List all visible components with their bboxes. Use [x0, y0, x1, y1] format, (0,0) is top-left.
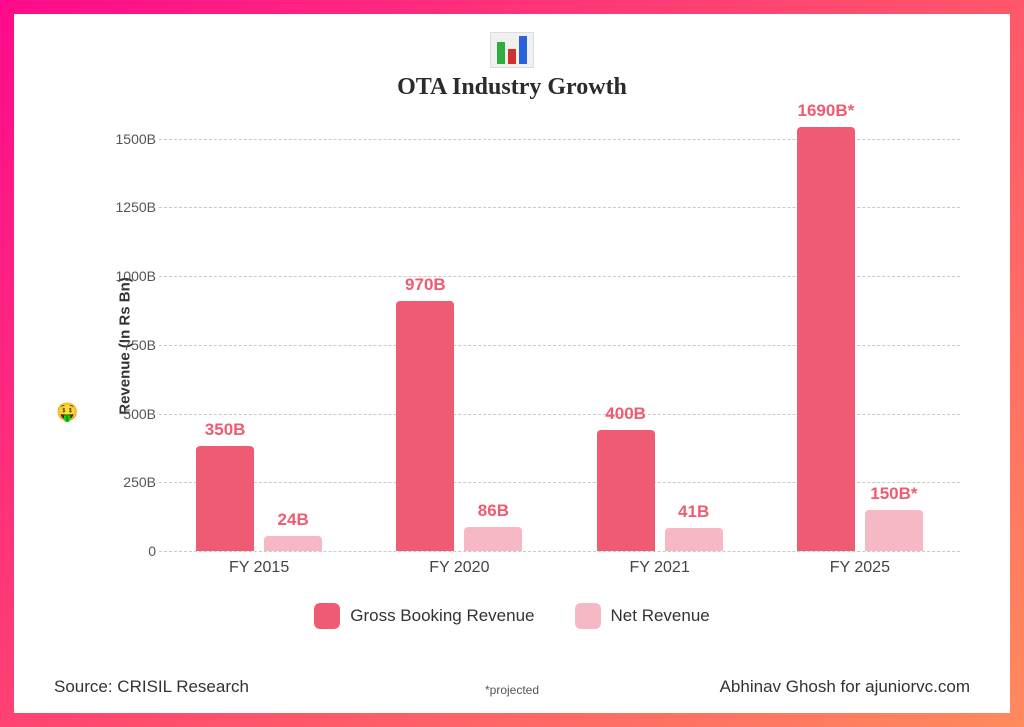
bar-value-label: 400B	[605, 404, 646, 424]
bar-net: 150B*	[865, 510, 923, 551]
bar-group: 350B 24B	[171, 111, 347, 551]
x-tick-label: FY 2021	[572, 553, 748, 581]
bar-gross: 970B	[396, 301, 454, 551]
bar-value-label: 86B	[478, 501, 509, 521]
money-face-icon: 🤑	[56, 402, 78, 423]
bar-net: 86B	[464, 527, 522, 551]
chart-area: Revenue (In Rs Bn) 🤑 350B24B970B86B400B4…	[104, 111, 960, 581]
legend-label-net: Net Revenue	[611, 606, 710, 626]
y-tick-label: 0	[106, 543, 156, 559]
x-axis-labels: FY 2015 FY 2020 FY 2021 FY 2025	[159, 553, 960, 581]
footer-row: Source: CRISIL Research *projected Abhin…	[54, 677, 970, 697]
chart-title: OTA Industry Growth	[54, 74, 970, 101]
legend: Gross Booking Revenue Net Revenue	[54, 603, 970, 629]
y-tick-label: 1500B	[106, 131, 156, 147]
mini-bar-red	[508, 49, 516, 64]
y-tick-label: 750B	[106, 337, 156, 353]
bar-value-label: 1690B*	[798, 101, 855, 121]
bar-chart-icon	[490, 32, 534, 68]
x-tick-label: FY 2015	[171, 553, 347, 581]
gridline	[159, 551, 960, 552]
legend-swatch-gross	[314, 603, 340, 629]
y-tick-label: 500B	[106, 406, 156, 422]
bar-value-label: 24B	[278, 510, 309, 530]
mini-bar-blue	[519, 36, 527, 64]
legend-swatch-net	[575, 603, 601, 629]
credit-text: Abhinav Ghosh for ajuniorvc.com	[720, 677, 970, 697]
bar-group: 970B 86B	[371, 111, 547, 551]
x-tick-label: FY 2025	[772, 553, 948, 581]
bar-gross: 350B	[196, 446, 254, 551]
legend-label-gross: Gross Booking Revenue	[350, 606, 534, 626]
bar-value-label: 350B	[205, 420, 246, 440]
bar-group: 400B 41B	[572, 111, 748, 551]
gradient-frame: OTA Industry Growth Revenue (In Rs Bn) 🤑…	[0, 0, 1024, 727]
legend-item-net: Net Revenue	[575, 603, 710, 629]
bar-gross: 400B	[597, 430, 655, 551]
bar-value-label: 41B	[678, 502, 709, 522]
bar-groups: 350B24B970B86B400B41B1690B*150B*	[159, 111, 960, 551]
bar-net: 41B	[665, 528, 723, 551]
header-icon-row	[54, 32, 970, 68]
bar-group: 1690B*150B*	[772, 111, 948, 551]
mini-bar-green	[497, 42, 505, 64]
bar-value-label: 970B	[405, 275, 446, 295]
plot-region: 350B24B970B86B400B41B1690B*150B*	[159, 111, 960, 551]
chart-panel: OTA Industry Growth Revenue (In Rs Bn) 🤑…	[14, 14, 1010, 713]
y-tick-label: 1000B	[106, 268, 156, 284]
y-tick-label: 250B	[106, 474, 156, 490]
bar-gross: 1690B*	[797, 127, 855, 551]
y-tick-label: 1250B	[106, 199, 156, 215]
source-text: Source: CRISIL Research	[54, 677, 249, 697]
x-tick-label: FY 2020	[371, 553, 547, 581]
bar-net: 24B	[264, 536, 322, 551]
bar-value-label: 150B*	[870, 484, 917, 504]
projected-footnote: *projected	[485, 683, 539, 697]
legend-item-gross: Gross Booking Revenue	[314, 603, 534, 629]
